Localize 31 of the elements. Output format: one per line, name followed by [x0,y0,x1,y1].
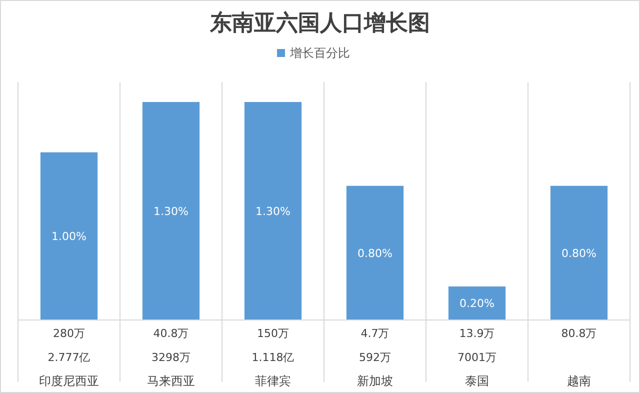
x-tick-label: 越南 [567,374,591,388]
data-label: 0.80% [358,246,392,260]
text: 592万 [359,351,391,364]
x-tick-label: 新加坡 [357,374,393,388]
legend-label: 增长百分比 [289,46,350,60]
bar [244,102,302,320]
text: 13.9万 [459,327,495,340]
text: 7001万 [458,351,496,364]
text: 80.8万 [561,327,597,340]
x-tick-label: 泰国 [465,374,489,388]
text: 1.118亿 [252,351,294,364]
text: 280万 [53,327,85,340]
bar [448,286,506,320]
text: 4.7万 [360,327,390,340]
text: 3298万 [152,351,190,364]
data-label: 1.30% [154,205,188,218]
bar [40,152,98,320]
data-label: 0.20% [460,297,494,310]
x-tick-label: 马来西亚 [147,374,195,388]
bar [142,102,200,320]
text: 40.8万 [153,327,189,340]
data-label: 0.80% [562,246,596,260]
x-tick-label: 菲律宾 [255,374,291,388]
data-label: 1.00% [52,230,86,244]
x-tick-label: 印度尼西亚 [39,374,99,388]
text: 2.777亿 [48,351,90,364]
bar [550,186,608,320]
data-label: 1.30% [256,205,290,218]
text: 150万 [257,327,289,340]
chart-title: 东南亚六国人口增长图 [209,10,430,35]
bar [346,186,404,320]
